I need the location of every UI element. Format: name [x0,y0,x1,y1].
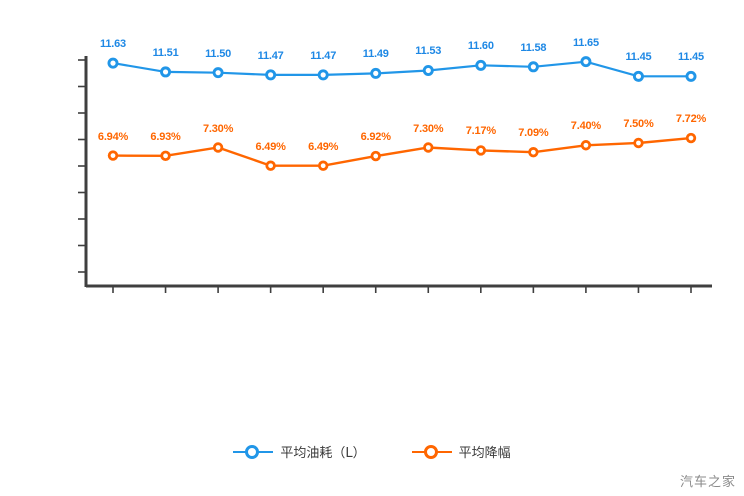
data-point-label: 7.50% [623,118,654,130]
data-point-marker-center [425,67,431,74]
data-point-label: 6.94% [97,130,129,143]
watermark-autohome: 汽车之家 [679,475,736,490]
axes [78,56,712,293]
legend-label-avg-fuel: 平均油耗（L） [280,446,366,461]
data-point-label: 11.53 [415,45,442,58]
data-point-marker-center [425,145,431,150]
data-point-marker-center [530,64,536,70]
data-point-marker-center [478,148,484,153]
data-point-marker-center [688,135,694,141]
data-point-marker-center [110,153,116,159]
data-point-label: 7.30% [202,122,234,135]
data-point-label: 11.58 [520,41,547,54]
data-point-marker-center [320,163,326,169]
data-point-label: 11.45 [678,51,704,64]
data-point-label: 11.51 [152,46,179,59]
data-point-label: 11.60 [467,40,494,53]
data-point-marker-center [110,60,116,66]
series-line-avg-decline [112,136,692,167]
data-point-label: 11.50 [205,47,232,60]
data-point-label: 7.17% [465,125,496,138]
data-point-marker-center [162,69,169,75]
data-point-label: 11.49 [362,48,389,61]
series-markers-avg-decline [107,132,697,171]
data-point-marker-center [268,163,274,169]
data-point-marker-center [373,153,379,159]
data-point-marker-center [215,70,221,76]
series-markers-avg-fuel [107,56,697,82]
legend-item-avg-fuel[interactable]: 平均油耗（L） [233,442,366,461]
x-axis-ticks [112,286,692,293]
data-point-marker-center [268,72,274,78]
legend-item-avg-decline[interactable]: 平均降幅 [411,442,511,461]
chart-legend: 平均油耗（L） 平均降幅 [0,442,744,461]
data-point-label: 6.93% [150,130,181,143]
y-axis-ticks [78,59,86,273]
data-point-marker-center [688,73,694,79]
data-point-marker-center [583,142,589,148]
circle-outline-marker-icon [411,444,452,460]
data-point-label: 11.65 [572,36,599,49]
data-point-marker-center [478,62,484,68]
data-point-marker-center [635,73,642,79]
data-point-marker-center [373,70,379,76]
data-point-label: 11.47 [310,49,337,62]
data-point-marker-center [636,140,641,146]
data-point-label: 11.45 [625,51,652,64]
series-line-avg-fuel [112,60,691,78]
data-point-label: 7.72% [675,113,707,126]
data-point-marker-center [583,59,589,65]
data-point-marker-center [163,153,168,159]
data-point-marker-center [215,145,221,150]
data-point-marker-center [530,149,536,155]
data-point-label: 7.40% [570,120,602,133]
data-point-label: 7.09% [518,127,549,140]
data-point-marker-center [320,72,326,78]
data-point-label: 11.63 [100,38,126,51]
data-point-label: 6.92% [360,131,391,144]
circle-outline-marker-icon [233,444,274,460]
data-point-label: 7.30% [413,122,444,135]
data-point-label: 11.47 [257,49,284,62]
data-point-label: 6.49% [308,140,339,153]
legend-label-avg-decline: 平均降幅 [458,446,511,461]
data-point-label: 6.49% [255,140,286,153]
